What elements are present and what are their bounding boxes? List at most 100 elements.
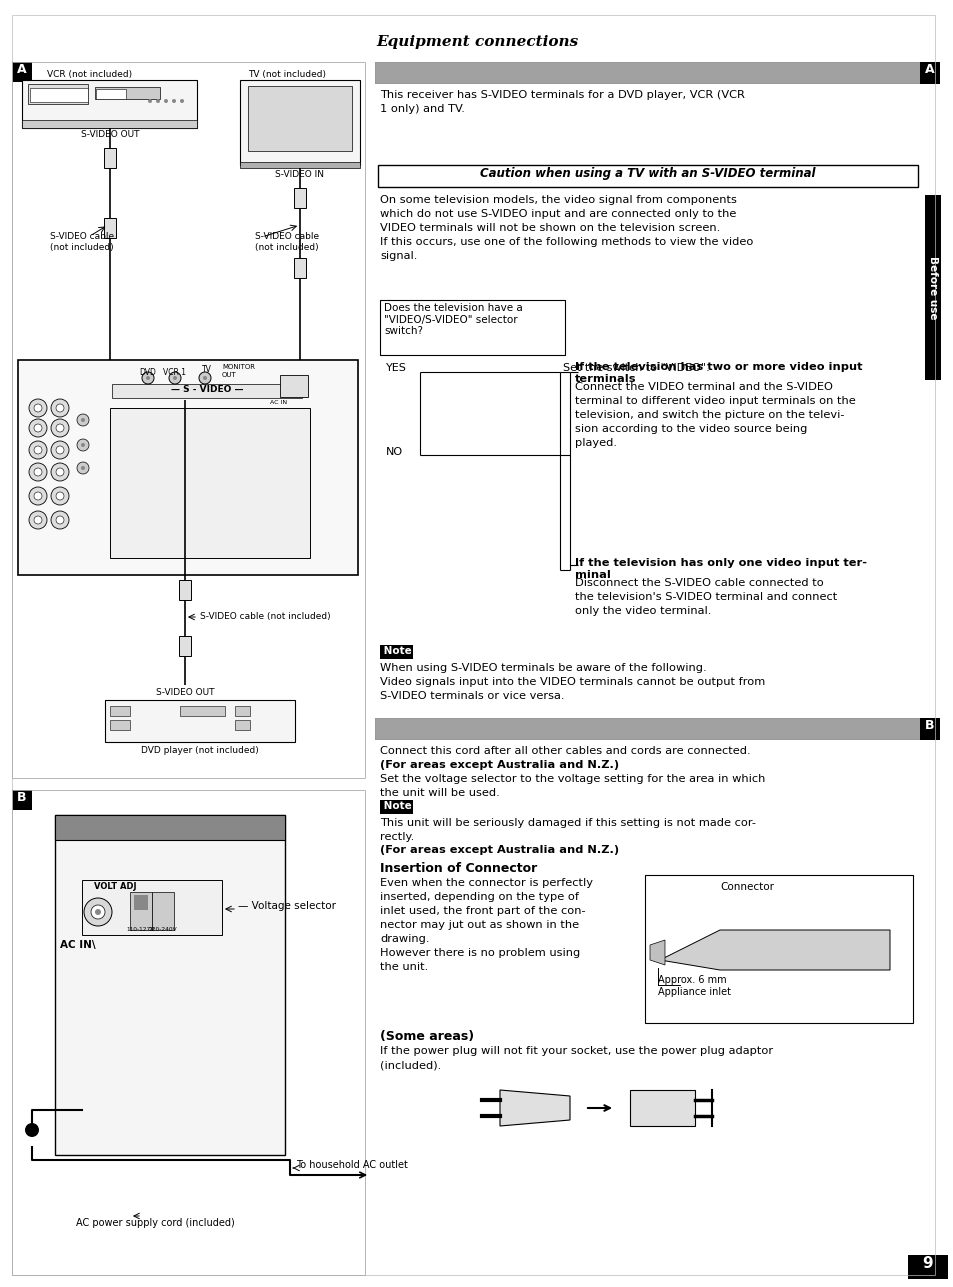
Text: Connect this cord after all other cables and cords are connected.: Connect this cord after all other cables… [379,746,750,755]
Text: Before use: Before use [927,256,937,319]
Circle shape [34,492,42,501]
Circle shape [172,99,175,103]
Bar [919,718,939,740]
Circle shape [51,420,69,438]
Bar [375,63,921,82]
Bar [629,1090,695,1126]
Text: DVD: DVD [139,368,156,377]
Text: DVD player (not included): DVD player (not included) [141,746,258,755]
Text: Caution when using a TV with an S-VIDEO terminal: Caution when using a TV with an S-VIDEO … [479,167,815,180]
Text: S-VIDEO IN: S-VIDEO IN [275,170,324,179]
Text: NO: NO [386,447,403,457]
Circle shape [25,1124,39,1136]
Circle shape [146,376,150,380]
Circle shape [29,420,47,438]
Circle shape [29,486,47,505]
Text: Approx. 6 mm: Approx. 6 mm [658,976,726,985]
Bar [179,636,191,656]
Circle shape [156,99,160,103]
Bar [28,84,88,104]
Bar [110,719,130,730]
Text: This receiver has S-VIDEO terminals for a DVD player, VCR (VCR
1 only) and TV.: This receiver has S-VIDEO terminals for … [379,90,744,115]
Bar [152,892,173,931]
Text: If the television has only one video input ter-
minal: If the television has only one video inp… [575,559,866,579]
Text: On some television models, the video signal from components
which do not use S-V: On some television models, the video sig… [379,196,753,261]
Polygon shape [659,931,889,970]
Bar [55,815,285,840]
Text: (For areas except Australia and N.Z.): (For areas except Australia and N.Z.) [379,761,618,770]
Bar [907,1255,947,1279]
Bar [375,62,923,84]
Text: 220-240V: 220-240V [149,927,177,932]
Bar [105,700,294,743]
Bar [379,300,564,355]
Circle shape [34,423,42,432]
Bar [644,875,912,1023]
Bar [234,707,250,716]
Circle shape [95,909,101,915]
Text: S-VIDEO OUT: S-VIDEO OUT [155,689,214,698]
Bar [294,188,306,208]
Bar [30,88,88,102]
Text: When using S-VIDEO terminals be aware of the following.
Video signals input into: When using S-VIDEO terminals be aware of… [379,663,764,701]
Text: VCR 1: VCR 1 [163,368,186,377]
Circle shape [148,99,152,103]
Circle shape [199,372,211,384]
Text: Does the television have a
"VIDEO/S-VIDEO" selector
switch?: Does the television have a "VIDEO/S-VIDE… [384,302,522,336]
Circle shape [56,516,64,524]
Text: Connector: Connector [720,882,773,892]
Text: OUT: OUT [222,372,236,378]
Bar [130,892,152,931]
Circle shape [77,462,89,474]
Text: 9: 9 [922,1256,932,1272]
Circle shape [84,898,112,927]
Text: Equipment connections: Equipment connections [375,35,578,49]
Circle shape [81,418,85,422]
Bar [248,86,352,151]
Bar [377,165,917,187]
Bar [180,707,225,716]
Circle shape [164,99,168,103]
Text: B: B [924,719,934,732]
Text: Even when the connector is perfectly
inserted, depending on the type of
inlet us: Even when the connector is perfectly ins… [379,878,593,972]
Text: Connect the VIDEO terminal and the S-VIDEO
terminal to different video input ter: Connect the VIDEO terminal and the S-VID… [575,382,855,448]
Circle shape [51,486,69,505]
Text: S-VIDEO OUT: S-VIDEO OUT [81,130,139,139]
Circle shape [56,468,64,476]
Text: AC IN\: AC IN\ [60,940,95,950]
Text: Insertion of Connector: Insertion of Connector [379,862,537,875]
Circle shape [172,376,177,380]
Circle shape [51,399,69,417]
Polygon shape [649,940,664,965]
Bar [240,162,359,169]
Text: — S - VIDEO —: — S - VIDEO — [171,385,243,394]
Text: 110-127V: 110-127V [127,927,155,932]
Text: (not included): (not included) [254,243,318,252]
Bar [375,718,923,740]
Bar [133,894,148,910]
Circle shape [180,99,184,103]
Circle shape [51,463,69,481]
Bar [179,580,191,600]
Text: AC IN: AC IN [270,400,287,405]
Text: Appliance inlet: Appliance inlet [658,987,730,997]
Circle shape [203,376,207,380]
Bar [294,257,306,278]
Bar [104,218,116,238]
Text: If the television has two or more video input
terminals: If the television has two or more video … [575,362,862,384]
Bar [82,880,222,934]
Text: VCR (not included): VCR (not included) [47,69,132,79]
Circle shape [77,439,89,450]
Text: (For areas except Australia and N.Z.): (For areas except Australia and N.Z.) [379,846,618,855]
Bar [924,196,940,380]
Circle shape [29,441,47,459]
Text: Note: Note [379,801,412,811]
Bar [379,801,413,813]
Text: VOLT ADJ: VOLT ADJ [93,882,136,891]
Bar [379,645,413,659]
Circle shape [34,468,42,476]
Text: AC power supply cord (included): AC power supply cord (included) [75,1218,234,1228]
Circle shape [29,511,47,529]
Bar [110,408,310,559]
Text: A: A [924,63,934,76]
